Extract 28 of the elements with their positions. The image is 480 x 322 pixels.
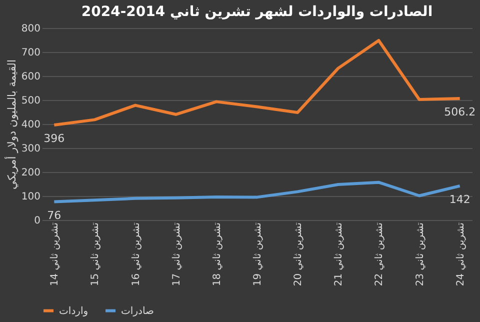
y-axis-title: القيمة بالمليون دولار أمريكي bbox=[4, 59, 18, 190]
y-tick-label: 100 bbox=[21, 192, 40, 202]
data-label: 396 bbox=[44, 132, 65, 145]
data-label: 76 bbox=[47, 208, 62, 222]
y-tick-label: 700 bbox=[21, 48, 40, 58]
y-tick-label: 800 bbox=[21, 24, 40, 34]
data-label: 506.2 bbox=[444, 106, 476, 119]
y-tick-label: 0 bbox=[34, 216, 40, 226]
y-tick-label: 200 bbox=[21, 168, 40, 178]
x-tick-label: تشرين ثاني 21 bbox=[334, 222, 345, 286]
legend-label: واردات bbox=[59, 306, 88, 317]
legend-label: صادرات bbox=[121, 306, 154, 317]
y-tick-label: 400 bbox=[21, 120, 40, 130]
x-tick-label: تشرين ثاني 23 bbox=[414, 222, 426, 286]
y-tick-label: 600 bbox=[21, 72, 40, 82]
x-tick-label: تشرين ثاني 15 bbox=[90, 222, 102, 286]
data-label: 142 bbox=[449, 192, 470, 206]
x-tick-label: تشرين ثاني 22 bbox=[374, 222, 386, 286]
x-tick-label: تشرين ثاني 19 bbox=[252, 222, 264, 286]
x-tick-label: تشرين ثاني 18 bbox=[212, 222, 223, 286]
x-tick-label: تشرين ثاني 17 bbox=[171, 222, 182, 286]
x-tick-label: تشرين ثاني 24 bbox=[455, 222, 466, 286]
chart-title: الصادرات والواردات لشهر تشرين ثاني 2014-2024 bbox=[81, 4, 433, 20]
x-tick-label: تشرين ثاني 16 bbox=[130, 222, 142, 286]
y-tick-label: 500 bbox=[21, 96, 40, 106]
x-tick-label: تشرين ثاني 20 bbox=[293, 222, 304, 286]
x-tick-label: تشرين ثاني 14 bbox=[50, 222, 61, 286]
y-tick-label: 300 bbox=[21, 144, 40, 154]
